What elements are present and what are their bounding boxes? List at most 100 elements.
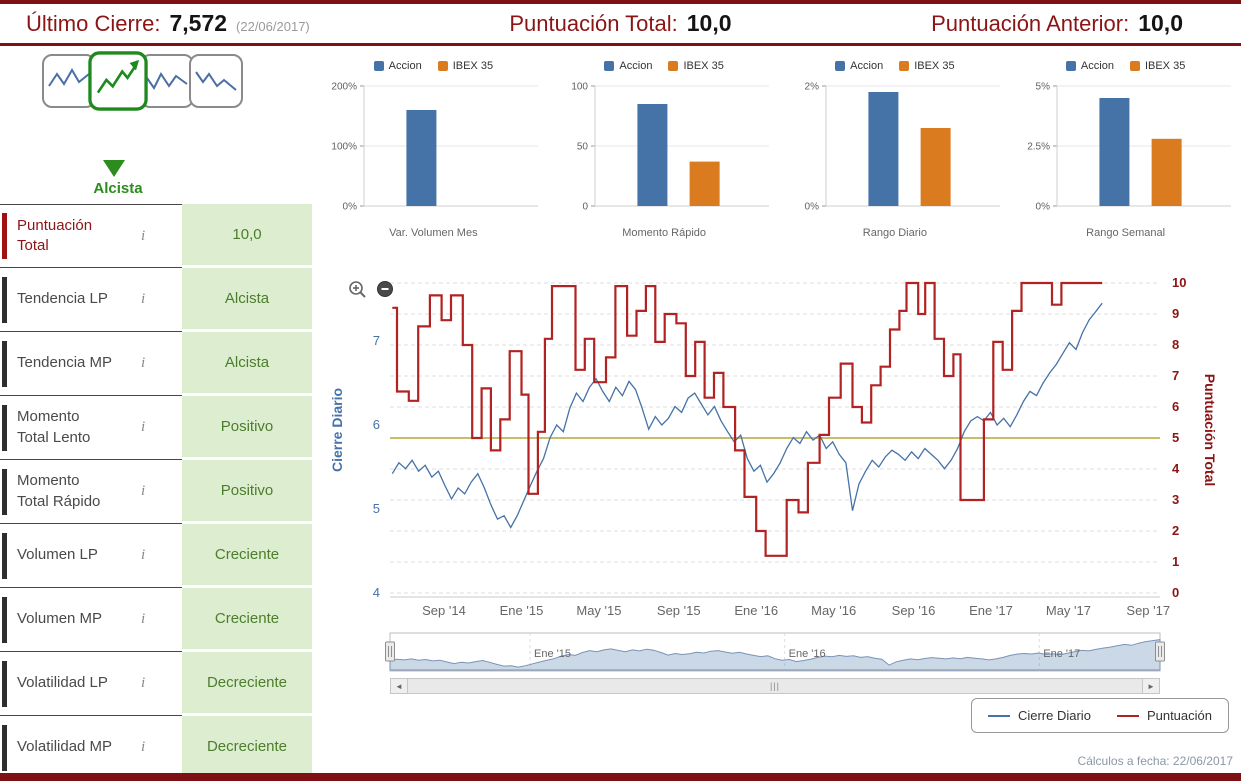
legend-swatch xyxy=(437,61,448,71)
zoom-out-icon[interactable] xyxy=(376,280,396,305)
indicator-value: Alcista xyxy=(182,268,312,329)
svg-text:7: 7 xyxy=(1172,368,1179,383)
trend-thumb-3[interactable] xyxy=(140,54,194,108)
trend-sparkline-icon xyxy=(48,68,90,87)
puntuacion-step-line xyxy=(392,281,1103,557)
legend-item-accion[interactable]: Accion xyxy=(1065,60,1114,72)
previous-score-group: Puntuación Anterior: 10,0 xyxy=(931,10,1183,37)
svg-text:Sep '15: Sep '15 xyxy=(657,603,701,618)
svg-text:6: 6 xyxy=(1172,399,1179,414)
nav-handle-right[interactable] xyxy=(1155,641,1165,662)
indicator-label: Puntuación Total xyxy=(17,216,93,254)
indicator-label: Momento Total Rápido xyxy=(17,472,101,510)
info-icon[interactable]: i xyxy=(141,227,146,244)
legend-item-accion[interactable]: Accion xyxy=(373,60,422,72)
info-icon[interactable]: i xyxy=(141,483,146,499)
mini-chart-title: Momento Rápido xyxy=(622,227,707,239)
svg-text:Sep '16: Sep '16 xyxy=(892,603,936,618)
legend-item-ibex[interactable]: IBEX 35 xyxy=(1129,60,1185,72)
scroll-right-button[interactable]: ► xyxy=(1143,679,1159,693)
mini-chart-legend: Accion IBEX 35 xyxy=(1065,56,1185,76)
info-icon[interactable]: i xyxy=(141,611,146,627)
bar-ibex[interactable] xyxy=(689,161,720,206)
chart-navigator[interactable]: Ene '15 Ene '16 Ene '17 xyxy=(312,630,1241,676)
bar-ibex[interactable] xyxy=(920,128,951,206)
svg-text:4: 4 xyxy=(1172,461,1180,476)
legend-item-ibex[interactable]: IBEX 35 xyxy=(899,60,955,72)
row-marker xyxy=(2,340,7,387)
indicator-row-tendencia-lp: Tendencia LP i Alcista xyxy=(0,268,312,332)
header-bar: Último Cierre: 7,572 (22/06/2017) Puntua… xyxy=(0,0,1241,46)
zoom-controls xyxy=(348,280,396,305)
chart-scrollbar[interactable]: ◄ ||| ► xyxy=(390,678,1160,694)
svg-text:3: 3 xyxy=(1172,492,1179,507)
legend-swatch xyxy=(1129,61,1140,71)
svg-text:2: 2 xyxy=(1172,523,1179,538)
bar-accion[interactable] xyxy=(868,92,899,206)
mini-chart-plot: 0% 2.5% 5% xyxy=(1027,82,1231,213)
downtrend-sparkline-icon xyxy=(195,71,237,91)
scroll-left-button[interactable]: ◄ xyxy=(391,679,407,693)
svg-text:0%: 0% xyxy=(804,202,819,213)
mini-chart-title: Rango Diario xyxy=(862,227,927,239)
scroll-thumb[interactable]: ||| xyxy=(407,679,1143,693)
indicator-label: Volumen LP xyxy=(17,546,98,564)
indicator-row-volatilidad-lp: Volatilidad LP i Decreciente xyxy=(0,652,312,716)
indicator-value: Creciente xyxy=(182,524,312,585)
bar-accion[interactable] xyxy=(637,104,668,206)
bar-accion[interactable] xyxy=(1099,98,1130,206)
trend-thumb-1[interactable] xyxy=(42,54,96,108)
indicator-value: Decreciente xyxy=(182,652,312,713)
info-icon[interactable]: i xyxy=(141,355,146,371)
svg-text:2%: 2% xyxy=(804,82,819,93)
info-icon[interactable]: i xyxy=(141,739,146,755)
legend-swatch xyxy=(899,61,910,71)
indicator-value: Positivo xyxy=(182,460,312,521)
info-icon[interactable]: i xyxy=(141,419,146,435)
red-line-swatch xyxy=(1116,714,1139,717)
nav-handle-left[interactable] xyxy=(385,641,395,662)
trend-thumb-2-selected[interactable] xyxy=(88,51,148,111)
legend-item-accion[interactable]: Accion xyxy=(604,60,652,72)
row-marker xyxy=(2,468,7,515)
cierre-diario-line xyxy=(391,302,1103,529)
mini-chart-rango-diario: Accion IBEX 35 0% 2% Rango Diario xyxy=(780,56,1011,254)
indicator-row-tendencia-mp: Tendencia MP i Alcista xyxy=(0,332,312,396)
trend-label: Alcista xyxy=(93,180,143,197)
row-marker xyxy=(2,724,7,771)
legend-item-accion[interactable]: Accion xyxy=(835,60,883,72)
legend-item-ibex[interactable]: IBEX 35 xyxy=(668,60,724,72)
mini-chart-rango-semanal: Accion IBEX 35 0% 2.5% 5% Rango Semanal xyxy=(1010,56,1241,254)
bar-accion[interactable] xyxy=(406,110,437,206)
info-icon[interactable]: i xyxy=(141,675,146,691)
main-price-score-chart[interactable]: 0 1 2 3 4 5 6 7 8 9 10 4 5 6 7 Sep '14 Ene '15 May '15 Sep… xyxy=(312,252,1241,624)
legend-item-puntuacion[interactable]: Puntuación xyxy=(1116,708,1212,723)
bar-ibex[interactable] xyxy=(1151,138,1182,206)
zoom-in-icon[interactable] xyxy=(348,280,368,305)
navigator-area[interactable] xyxy=(389,639,1161,671)
trend-thumb-4[interactable] xyxy=(189,54,243,108)
legend-swatch xyxy=(835,61,846,71)
chart-legend: Cierre Diario Puntuación xyxy=(970,698,1229,733)
scroll-grip-icon: ||| xyxy=(769,680,780,691)
indicator-row-puntuaci-n-total: Puntuación Total i 10,0 xyxy=(0,204,312,268)
legend-item-cierre-diario[interactable]: Cierre Diario xyxy=(987,708,1091,723)
info-icon[interactable]: i xyxy=(141,291,146,307)
indicator-label: Volumen MP xyxy=(17,610,103,628)
indicator-label: Tendencia MP xyxy=(17,354,113,372)
svg-text:May '16: May '16 xyxy=(811,603,856,618)
indicator-row-volumen-lp: Volumen LP i Creciente xyxy=(0,524,312,588)
legend-item-ibex[interactable]: IBEX 35 xyxy=(437,60,493,72)
blue-line-swatch xyxy=(987,714,1010,717)
mini-chart-legend: Accion IBEX 35 xyxy=(373,56,493,76)
info-icon[interactable]: i xyxy=(141,547,146,563)
indicator-sidebar: Alcista Puntuación Total i 10,0 Tendencia L… xyxy=(0,46,312,780)
svg-text:5: 5 xyxy=(373,501,380,516)
svg-text:7: 7 xyxy=(373,333,380,348)
svg-text:Ene '17: Ene '17 xyxy=(969,603,1013,618)
svg-text:0%: 0% xyxy=(343,202,358,213)
indicator-row-volumen-mp: Volumen MP i Creciente xyxy=(0,588,312,652)
svg-text:9: 9 xyxy=(1172,306,1179,321)
svg-text:Ene '16: Ene '16 xyxy=(789,648,826,660)
